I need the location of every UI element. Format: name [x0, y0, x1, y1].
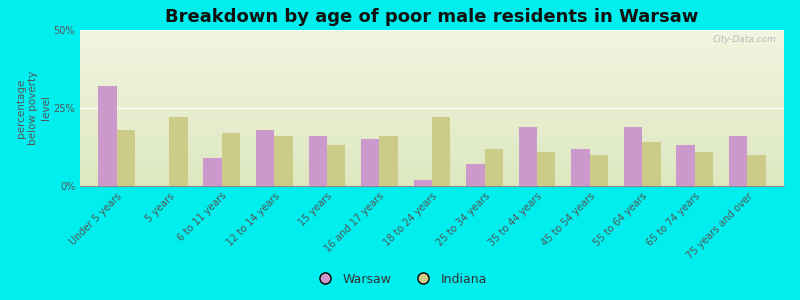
- Text: City-Data.com: City-Data.com: [713, 35, 777, 44]
- Bar: [590, 155, 608, 186]
- Bar: [98, 86, 117, 186]
- Bar: [379, 136, 398, 186]
- Bar: [222, 133, 240, 186]
- Bar: [361, 139, 379, 186]
- Bar: [571, 148, 590, 186]
- Bar: [256, 130, 274, 186]
- Bar: [432, 117, 450, 186]
- Bar: [117, 130, 135, 186]
- Title: Breakdown by age of poor male residents in Warsaw: Breakdown by age of poor male residents …: [166, 8, 698, 26]
- Bar: [485, 148, 503, 186]
- Bar: [694, 152, 713, 186]
- Bar: [203, 158, 222, 186]
- Bar: [466, 164, 485, 186]
- Y-axis label: percentage
below poverty
level: percentage below poverty level: [16, 71, 50, 145]
- Bar: [414, 180, 432, 186]
- Bar: [518, 127, 537, 186]
- Bar: [537, 152, 555, 186]
- Bar: [309, 136, 327, 186]
- Bar: [729, 136, 747, 186]
- Bar: [676, 146, 694, 186]
- Legend: Warsaw, Indiana: Warsaw, Indiana: [308, 268, 492, 291]
- Bar: [624, 127, 642, 186]
- Bar: [747, 155, 766, 186]
- Bar: [170, 117, 188, 186]
- Bar: [327, 146, 346, 186]
- Bar: [274, 136, 293, 186]
- Bar: [642, 142, 661, 186]
